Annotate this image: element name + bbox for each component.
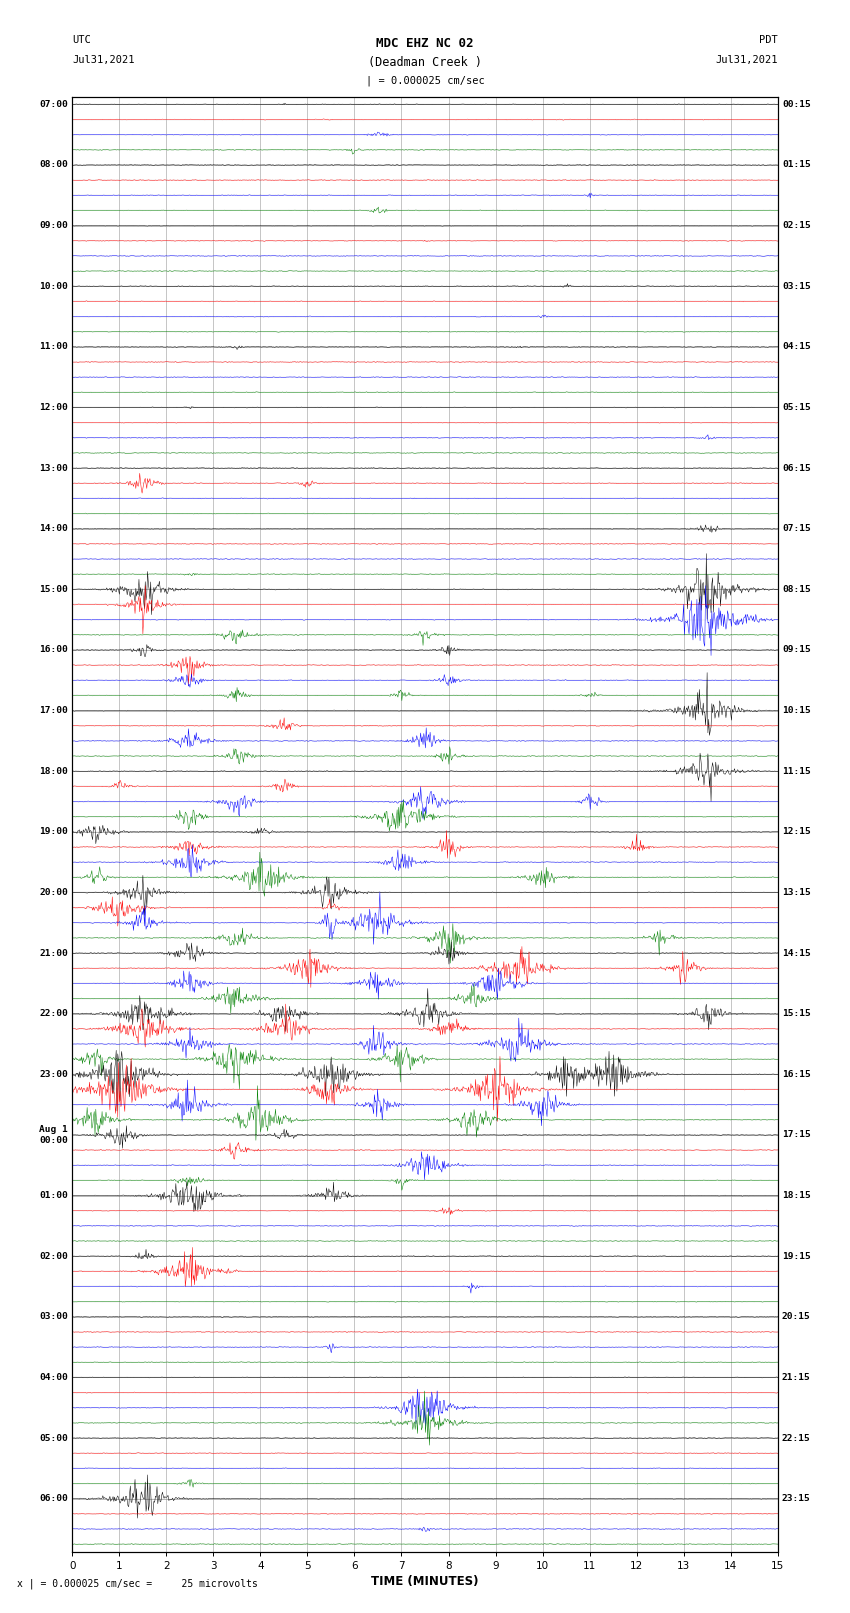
Text: 15:00: 15:00 <box>39 586 68 594</box>
Text: 07:00: 07:00 <box>39 100 68 108</box>
Text: 21:00: 21:00 <box>39 948 68 958</box>
Text: 22:15: 22:15 <box>782 1434 811 1442</box>
Text: 19:15: 19:15 <box>782 1252 811 1261</box>
Text: 16:00: 16:00 <box>39 645 68 655</box>
Text: 09:15: 09:15 <box>782 645 811 655</box>
Text: 21:15: 21:15 <box>782 1373 811 1382</box>
Text: 07:15: 07:15 <box>782 524 811 534</box>
Text: 23:00: 23:00 <box>39 1069 68 1079</box>
Text: 09:00: 09:00 <box>39 221 68 231</box>
Text: 18:00: 18:00 <box>39 766 68 776</box>
X-axis label: TIME (MINUTES): TIME (MINUTES) <box>371 1574 479 1587</box>
Text: 17:00: 17:00 <box>39 706 68 715</box>
Text: PDT: PDT <box>759 35 778 45</box>
Text: 12:15: 12:15 <box>782 827 811 836</box>
Text: UTC: UTC <box>72 35 91 45</box>
Text: 08:15: 08:15 <box>782 586 811 594</box>
Text: 06:15: 06:15 <box>782 463 811 473</box>
Text: 00:15: 00:15 <box>782 100 811 108</box>
Text: (Deadman Creek ): (Deadman Creek ) <box>368 56 482 69</box>
Text: 08:00: 08:00 <box>39 160 68 169</box>
Text: 12:00: 12:00 <box>39 403 68 411</box>
Text: 10:15: 10:15 <box>782 706 811 715</box>
Text: 20:00: 20:00 <box>39 887 68 897</box>
Text: 20:15: 20:15 <box>782 1313 811 1321</box>
Text: 17:15: 17:15 <box>782 1131 811 1139</box>
Text: 11:15: 11:15 <box>782 766 811 776</box>
Text: 16:15: 16:15 <box>782 1069 811 1079</box>
Text: MDC EHZ NC 02: MDC EHZ NC 02 <box>377 37 473 50</box>
Text: 23:15: 23:15 <box>782 1494 811 1503</box>
Text: 14:15: 14:15 <box>782 948 811 958</box>
Text: Aug 1
00:00: Aug 1 00:00 <box>39 1126 68 1145</box>
Text: 04:15: 04:15 <box>782 342 811 352</box>
Text: 01:00: 01:00 <box>39 1190 68 1200</box>
Text: 06:00: 06:00 <box>39 1494 68 1503</box>
Text: | = 0.000025 cm/sec: | = 0.000025 cm/sec <box>366 76 484 85</box>
Text: 13:00: 13:00 <box>39 463 68 473</box>
Text: Jul31,2021: Jul31,2021 <box>715 55 778 65</box>
Text: 22:00: 22:00 <box>39 1010 68 1018</box>
Text: x | = 0.000025 cm/sec =     25 microvolts: x | = 0.000025 cm/sec = 25 microvolts <box>17 1579 258 1589</box>
Text: 02:15: 02:15 <box>782 221 811 231</box>
Text: 11:00: 11:00 <box>39 342 68 352</box>
Text: 03:15: 03:15 <box>782 282 811 290</box>
Text: 04:00: 04:00 <box>39 1373 68 1382</box>
Text: 15:15: 15:15 <box>782 1010 811 1018</box>
Text: 05:00: 05:00 <box>39 1434 68 1442</box>
Text: 01:15: 01:15 <box>782 160 811 169</box>
Text: 19:00: 19:00 <box>39 827 68 836</box>
Text: 13:15: 13:15 <box>782 887 811 897</box>
Text: 10:00: 10:00 <box>39 282 68 290</box>
Text: 02:00: 02:00 <box>39 1252 68 1261</box>
Text: 14:00: 14:00 <box>39 524 68 534</box>
Text: 03:00: 03:00 <box>39 1313 68 1321</box>
Text: 05:15: 05:15 <box>782 403 811 411</box>
Text: 18:15: 18:15 <box>782 1190 811 1200</box>
Text: Jul31,2021: Jul31,2021 <box>72 55 135 65</box>
